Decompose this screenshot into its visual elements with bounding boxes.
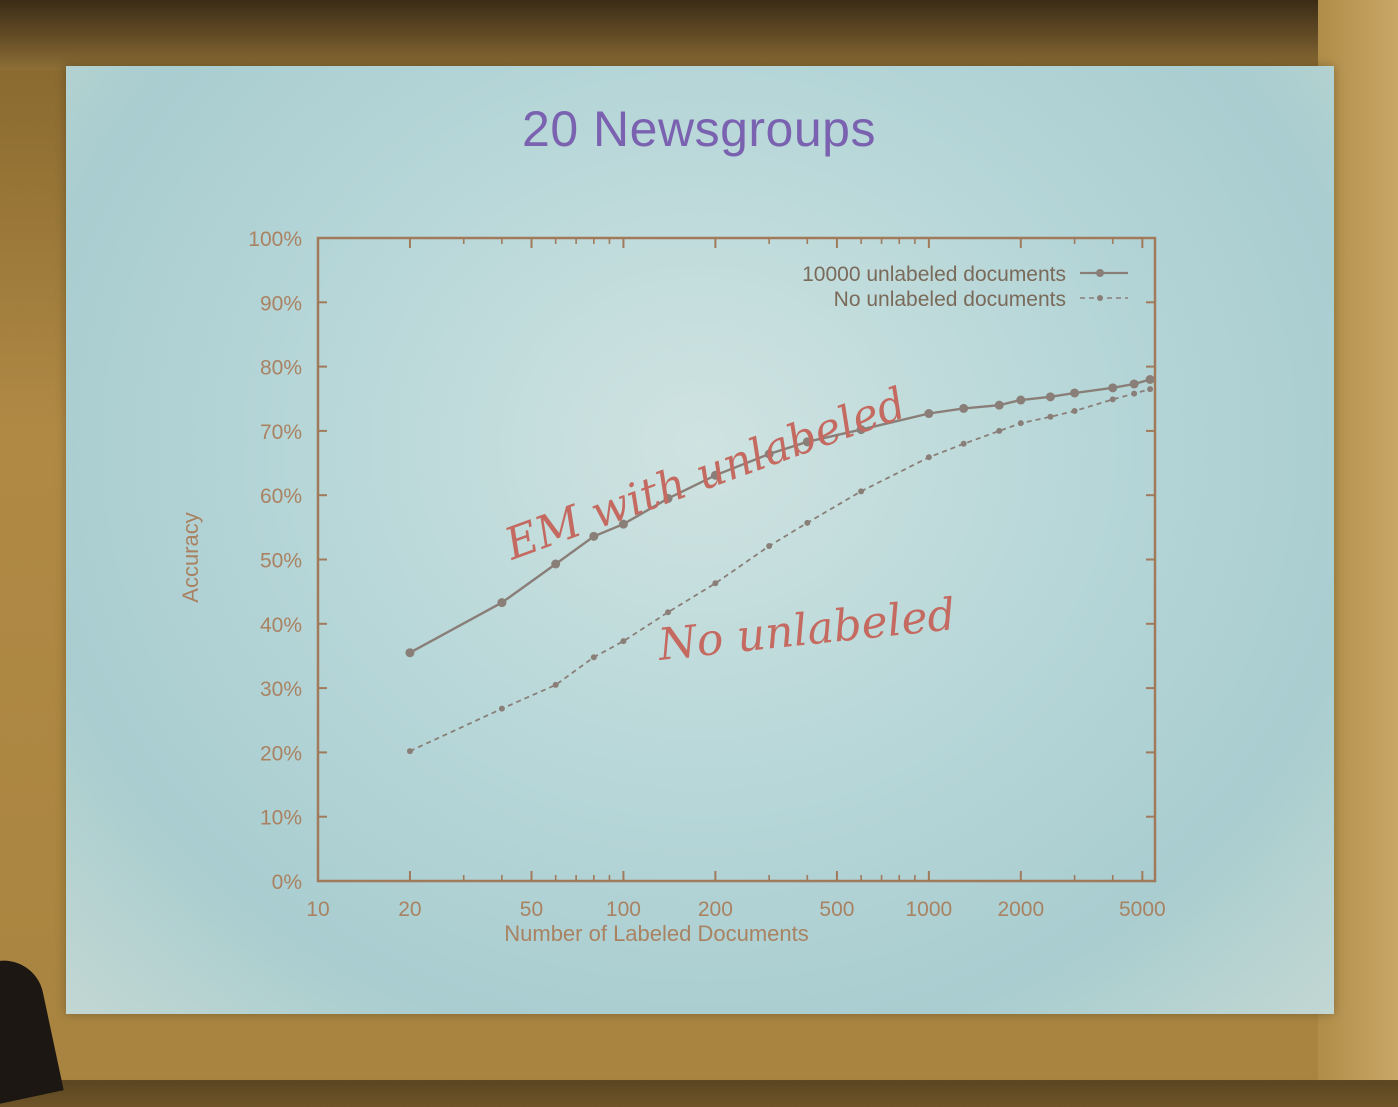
data-point-1 [804, 519, 811, 526]
data-point-1 [620, 638, 627, 645]
data-point-0 [994, 400, 1004, 410]
y-tick-label: 50% [260, 550, 302, 573]
y-axis-title: Accuracy [178, 512, 203, 602]
tick-marks-group [317, 237, 1155, 882]
legend-label-1: No unlabeled documents [834, 288, 1066, 311]
x-tick-label: 500 [819, 898, 854, 921]
data-point-1 [1109, 396, 1116, 403]
data-point-1 [766, 542, 773, 549]
x-axis-title: Number of Labeled Documents [504, 921, 809, 946]
x-tick-label: 2000 [997, 898, 1044, 921]
data-point-0 [856, 425, 866, 435]
data-point-0 [663, 493, 673, 503]
data-point-1 [925, 454, 932, 461]
plot-frame [316, 236, 1157, 883]
y-tick-label: 40% [260, 614, 302, 637]
data-point-0 [1129, 379, 1139, 389]
data-point-1 [590, 654, 597, 661]
data-point-0 [1070, 388, 1080, 398]
plot-frame-group [316, 236, 1157, 883]
data-point-0 [710, 470, 720, 480]
data-point-0 [959, 403, 969, 413]
y-tick-label: 70% [260, 421, 302, 444]
y-tick-label: 100% [248, 228, 302, 251]
legend-label-0: 10000 unlabeled documents [802, 263, 1066, 286]
data-point-1 [1047, 413, 1054, 420]
y-tick-label: 0% [272, 871, 302, 894]
x-tick-label: 100 [606, 898, 641, 921]
y-tick-label: 80% [260, 357, 302, 380]
data-point-1 [1017, 420, 1024, 427]
y-tick-label: 90% [260, 292, 302, 315]
y-tick-labels: 0% 10% 20% 30% 40% 50% 60% 70% 80% 90% 100% [248, 228, 302, 894]
data-point-1 [1131, 390, 1138, 397]
data-point-0 [618, 519, 628, 529]
data-point-1 [858, 488, 865, 495]
data-point-0 [1045, 392, 1055, 402]
data-point-0 [1016, 395, 1026, 405]
handwritten-annotation-em: EM with unlabeled [497, 378, 912, 571]
legend-marker-0 [1096, 269, 1104, 277]
legend: 10000 unlabeled documents No unlabeled d… [802, 263, 1128, 311]
data-point-1 [1071, 407, 1078, 414]
x-tick-label: 1000 [906, 898, 953, 921]
y-tick-label: 30% [260, 678, 302, 701]
data-point-0 [924, 409, 934, 419]
data-point-1 [498, 705, 505, 712]
data-point-0 [405, 648, 415, 658]
x-tick-labels: 10 20 50 100 200 500 1000 2000 5000 [306, 898, 1165, 921]
series-group [405, 374, 1155, 755]
data-point-0 [589, 531, 599, 541]
slide-title: 20 Newsgroups [522, 101, 876, 157]
data-point-0 [497, 598, 507, 608]
data-point-0 [802, 437, 812, 447]
projection-screen [66, 66, 1334, 1014]
data-point-0 [551, 559, 561, 569]
data-point-0 [764, 449, 774, 459]
data-point-1 [406, 748, 413, 755]
data-point-0 [1108, 383, 1118, 393]
x-tick-label: 200 [698, 898, 733, 921]
wall-background [0, 0, 1398, 70]
x-tick-label: 20 [398, 898, 421, 921]
legend-marker-1 [1097, 295, 1103, 301]
data-point-1 [552, 681, 559, 688]
data-point-1 [960, 440, 967, 447]
x-tick-label: 5000 [1119, 898, 1166, 921]
y-tick-label: 20% [260, 742, 302, 765]
y-tick-label: 10% [260, 807, 302, 830]
data-point-0 [1145, 374, 1155, 384]
data-point-1 [712, 580, 719, 587]
x-tick-label: 10 [306, 898, 329, 921]
data-point-1 [665, 609, 672, 616]
data-point-1 [1147, 386, 1154, 393]
handwritten-annotation-no-unlabeled: No unlabeled [655, 589, 958, 671]
y-tick-label: 60% [260, 485, 302, 508]
accuracy-chart: 10 20 50 100 200 500 1000 2000 5000 0% 10% 20% 30% 4… [178, 228, 1166, 946]
data-point-1 [996, 427, 1003, 434]
x-tick-label: 50 [520, 898, 543, 921]
